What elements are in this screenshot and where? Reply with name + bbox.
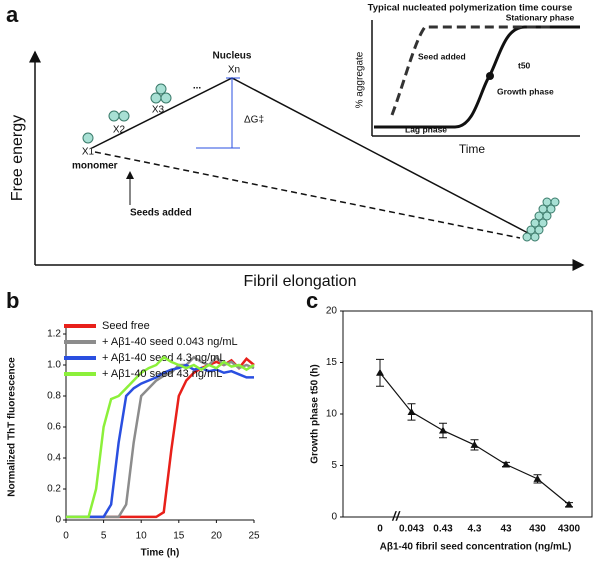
x-tick-label: 0.043	[399, 524, 424, 535]
x-tick-label: 15	[173, 531, 185, 542]
marker	[470, 440, 479, 448]
x-tick-label: 0	[377, 524, 383, 535]
y-tick-label: 1.2	[47, 329, 61, 340]
panel-label: b	[6, 288, 19, 313]
t50-point	[486, 72, 494, 80]
y-tick-label: 20	[326, 306, 338, 317]
label: ΔG‡	[244, 115, 264, 126]
y-tick-label: 0.8	[47, 391, 61, 402]
x-tick-label: 5	[101, 531, 107, 542]
panel-label: a	[6, 2, 19, 27]
axis-label: % aggregate	[355, 51, 366, 108]
marker	[376, 368, 384, 376]
x-axis-label: Time (h)	[141, 548, 180, 559]
panel-label: c	[306, 288, 318, 313]
x-tick-label: 430	[529, 524, 546, 535]
label: X2	[113, 125, 126, 136]
y-tick-label: 0.6	[47, 422, 61, 433]
label: X3	[152, 105, 165, 116]
sigmoid	[374, 25, 580, 129]
marker	[502, 460, 510, 468]
marker	[533, 474, 542, 482]
inset-title: Typical nucleated polymerization time co…	[368, 3, 573, 14]
marker	[439, 426, 447, 434]
label: monomer	[72, 161, 118, 172]
series-line	[66, 363, 254, 519]
plot-frame	[342, 310, 593, 518]
x-tick-label: 4.3	[468, 524, 482, 535]
y-axis-label: Growth phase t50 (h)	[310, 364, 321, 463]
label: Seeds added	[130, 208, 192, 219]
x-tick-label: 0.43	[433, 524, 453, 535]
fibril	[522, 197, 560, 242]
y-tick-label: 10	[326, 409, 338, 420]
label: Growth phase	[497, 86, 554, 96]
label: t50	[518, 60, 531, 70]
axis-label: Free energy	[9, 115, 26, 201]
label: Lag phase	[405, 124, 447, 134]
label: X1	[82, 147, 95, 158]
marker	[565, 500, 573, 508]
label: Nucleus	[213, 51, 252, 62]
series-line	[379, 372, 570, 506]
y-tick-label: 0	[331, 512, 337, 523]
y-tick-label: 0	[55, 515, 61, 526]
label: Seed added	[418, 51, 466, 61]
seeded-curve	[390, 25, 552, 116]
y-tick-label: 15	[326, 357, 338, 368]
axis-label: Fibril elongation	[244, 273, 357, 290]
x-tick-label: 0	[63, 531, 69, 542]
y-axis-label: Normalized ThT fluorescence	[7, 357, 18, 497]
y-tick-label: 1.0	[47, 360, 61, 371]
x-tick-label: 10	[136, 531, 148, 542]
x-axis-label: Aβ1-40 fibril seed concentration (ng/mL)	[380, 542, 572, 553]
legend-label: Seed free	[102, 320, 150, 332]
marker	[407, 407, 416, 415]
label: Stationary phase	[506, 12, 575, 22]
seeded-path	[94, 151, 521, 239]
legend-label: + Aβ1-40 seed 0.043 ng/mL	[102, 336, 238, 348]
x-tick-label: 25	[248, 531, 260, 542]
y-tick-label: 0.2	[47, 484, 61, 495]
axis-break: //	[391, 509, 401, 524]
label: Xn	[228, 65, 240, 76]
series-line	[66, 355, 255, 519]
axis-label: Time	[459, 142, 486, 156]
x-tick-label: 43	[500, 524, 512, 535]
x-tick-label: 20	[211, 531, 223, 542]
legend-label: + Aβ1-40 seed 43 ng/mL	[102, 368, 222, 380]
y-tick-label: 0.4	[47, 453, 61, 464]
x-tick-label: 4300	[558, 524, 581, 535]
y-tick-label: 5	[331, 460, 337, 471]
monomers	[82, 83, 172, 144]
label: ...	[193, 81, 202, 92]
